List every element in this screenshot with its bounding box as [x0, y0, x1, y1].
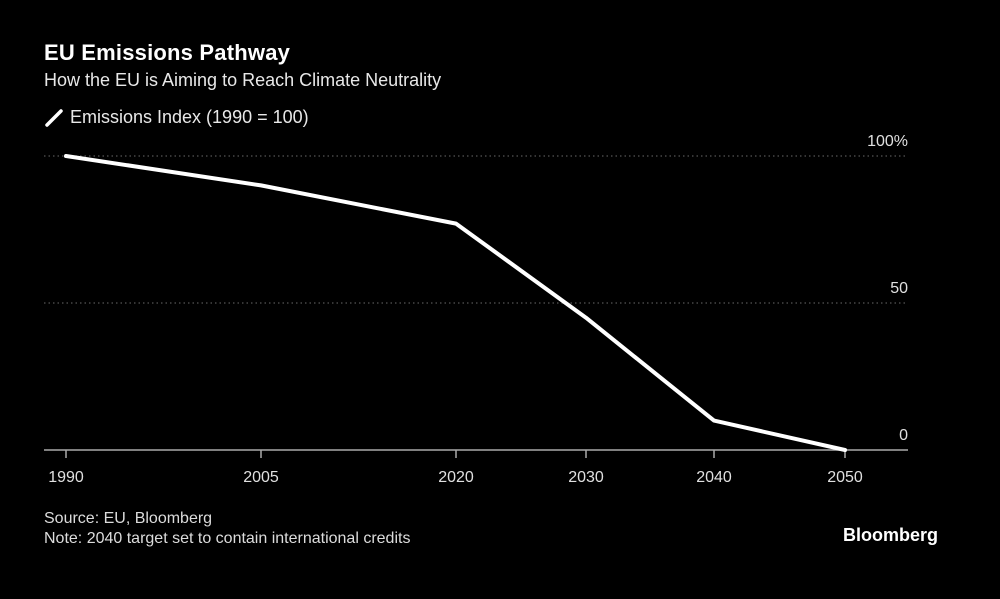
x-tick-label-2030: 2030: [568, 469, 604, 486]
x-tick-label-2020: 2020: [438, 469, 474, 486]
chart-title: EU Emissions Pathway: [44, 40, 291, 65]
series-line-0: [64, 154, 847, 452]
x-tick-label-2005: 2005: [243, 469, 279, 486]
series-layer: [64, 154, 847, 452]
y-tick-label-100: 100%: [867, 133, 908, 150]
legend-label: Emissions Index (1990 = 100): [70, 107, 309, 127]
legend: Emissions Index (1990 = 100): [44, 107, 309, 128]
x-tick-label-1990: 1990: [48, 469, 84, 486]
y-tick-label-50: 50: [890, 280, 908, 297]
x-tick-label-2050: 2050: [827, 469, 863, 486]
source-text: Source: EU, Bloomberg: [44, 510, 213, 527]
grid-layer: [44, 155, 908, 304]
y-tick-label-0: 0: [899, 427, 908, 444]
x-tick-label-2040: 2040: [696, 469, 732, 486]
x-axis: [44, 449, 908, 458]
chart-subtitle: How the EU is Aiming to Reach Climate Ne…: [44, 70, 442, 90]
note-text: Note: 2040 target set to contain interna…: [44, 530, 411, 547]
legend-line-icon: [45, 108, 63, 127]
tick-labels: 0 50 100% 1990 2005 2020 2030 2040 2050: [48, 133, 908, 486]
bloomberg-logo: Bloomberg: [842, 525, 938, 545]
